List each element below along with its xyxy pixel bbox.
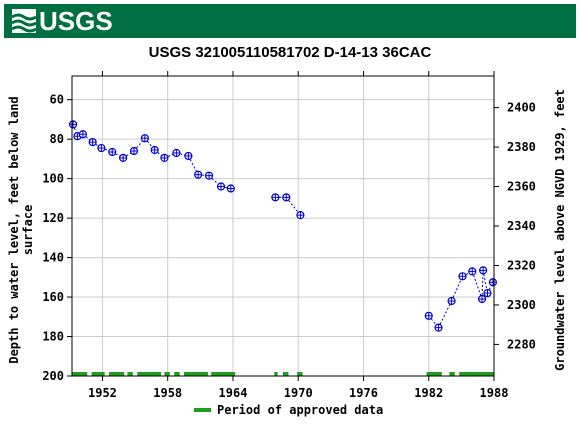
y-axis-left-label-line1: Depth to water level, feet below land bbox=[7, 96, 21, 363]
data-point bbox=[119, 153, 128, 163]
legend: Period of approved data bbox=[194, 403, 383, 417]
usgs-logo[interactable]: USGS bbox=[12, 6, 113, 36]
y-axis-left-label-line2: surface bbox=[21, 205, 35, 256]
data-point bbox=[479, 266, 488, 275]
plot-frame bbox=[71, 75, 495, 377]
x-tick-label: 1988 bbox=[480, 386, 509, 400]
data-point bbox=[282, 193, 291, 202]
y-left-tick-label: 60 bbox=[50, 93, 64, 107]
x-axis-ticks: 1952 1958 1964 1970 1976 1982 1988 bbox=[88, 71, 508, 400]
y-right-tick-label: 2360 bbox=[507, 180, 536, 194]
series-connector bbox=[471, 271, 483, 300]
y-axis-right-label: Groundwater level above NGVD 1929, feet bbox=[553, 89, 567, 371]
y-left-tick-label: 180 bbox=[42, 330, 64, 344]
y-left-tick-label: 80 bbox=[50, 132, 64, 146]
data-point bbox=[488, 278, 498, 287]
y-right-tick-label: 2400 bbox=[507, 101, 536, 115]
data-point bbox=[78, 130, 87, 139]
data-point bbox=[447, 296, 456, 306]
data-point bbox=[424, 311, 433, 320]
grid-lines bbox=[72, 76, 495, 377]
data-point bbox=[216, 182, 226, 191]
chart-title: USGS 321005110581702 D-14-13 36CAC bbox=[148, 44, 432, 61]
data-point bbox=[271, 193, 280, 202]
series-connector bbox=[133, 137, 146, 152]
y-right-tick-label: 2280 bbox=[507, 337, 536, 351]
x-tick-label: 1970 bbox=[284, 386, 313, 400]
y-left-tick-label: 140 bbox=[42, 251, 64, 265]
x-tick-label: 1964 bbox=[219, 386, 248, 400]
y-right-tick-label: 2340 bbox=[507, 219, 536, 233]
data-point bbox=[160, 153, 169, 163]
series-connector bbox=[451, 276, 463, 302]
legend-label: Period of approved data bbox=[217, 403, 383, 417]
data-points bbox=[68, 120, 498, 332]
y-right-tick-label: 2300 bbox=[507, 298, 536, 312]
data-point bbox=[129, 146, 139, 156]
data-point bbox=[296, 211, 305, 220]
x-tick-label: 1982 bbox=[414, 386, 443, 400]
y-left-tick-label: 160 bbox=[42, 290, 64, 304]
data-point bbox=[68, 120, 78, 129]
x-tick-label: 1952 bbox=[88, 386, 117, 400]
logo-text: USGS bbox=[39, 5, 113, 36]
data-point bbox=[108, 147, 117, 157]
data-point bbox=[226, 184, 235, 193]
data-point bbox=[434, 323, 443, 332]
data-point bbox=[140, 134, 149, 143]
data-point bbox=[468, 267, 477, 276]
y-axis-right-ticks: 2280 2300 2320 2340 2360 2380 2400 bbox=[494, 101, 536, 351]
data-point bbox=[172, 148, 181, 158]
data-point bbox=[88, 138, 97, 147]
data-point bbox=[184, 151, 193, 161]
y-left-tick-label: 200 bbox=[42, 369, 64, 383]
y-left-tick-label: 100 bbox=[42, 172, 64, 186]
series-connector bbox=[481, 270, 484, 300]
data-point bbox=[458, 272, 467, 281]
y-left-tick-label: 120 bbox=[42, 211, 64, 225]
data-point bbox=[477, 294, 487, 304]
x-tick-label: 1976 bbox=[349, 386, 378, 400]
data-point bbox=[204, 171, 214, 180]
y-right-tick-label: 2320 bbox=[507, 258, 536, 272]
usgs-wave-icon bbox=[12, 9, 36, 33]
data-point bbox=[483, 289, 492, 298]
data-point bbox=[97, 143, 106, 153]
data-point bbox=[150, 145, 159, 155]
series-connector bbox=[438, 300, 453, 328]
usgs-banner: USGS bbox=[4, 4, 576, 38]
y-right-tick-label: 2380 bbox=[507, 140, 536, 154]
data-point bbox=[194, 170, 203, 179]
x-tick-label: 1958 bbox=[153, 386, 182, 400]
y-axis-left-ticks: 60 80 100 120 140 160 180 200 bbox=[42, 93, 72, 383]
